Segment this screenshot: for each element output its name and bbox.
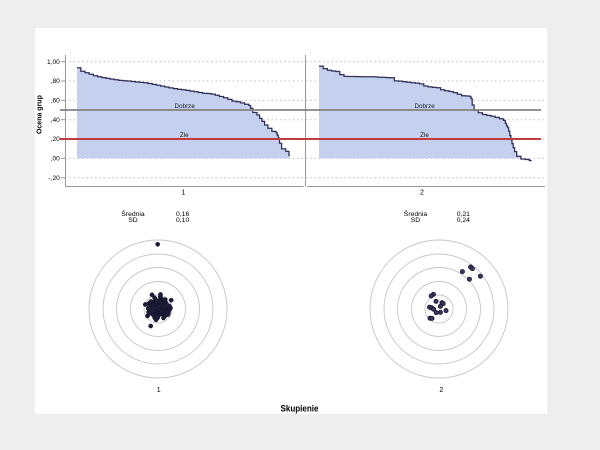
- svg-text:2: 2: [420, 190, 424, 197]
- svg-text:Ocena grup: Ocena grup: [36, 95, 43, 134]
- svg-text:SD: SD: [411, 217, 421, 224]
- svg-text:Skupienie: Skupienie: [281, 403, 319, 413]
- svg-text:0,24: 0,24: [457, 217, 470, 224]
- svg-text:,20: ,20: [51, 136, 60, 143]
- svg-text:1: 1: [181, 190, 185, 197]
- svg-text:Dobrze: Dobrze: [175, 103, 196, 110]
- svg-text:,00: ,00: [51, 156, 60, 163]
- svg-text:0,16: 0,16: [176, 211, 189, 218]
- svg-text:Średnia: Średnia: [404, 209, 428, 218]
- svg-text:-,20: -,20: [48, 175, 60, 182]
- svg-text:SD: SD: [128, 217, 138, 224]
- svg-text:0,10: 0,10: [176, 217, 189, 224]
- svg-text:,40: ,40: [51, 117, 60, 124]
- svg-text:,80: ,80: [51, 78, 60, 85]
- svg-text:Żle: Żle: [420, 130, 429, 139]
- svg-text:2: 2: [439, 387, 443, 394]
- svg-text:Żle: Żle: [180, 130, 189, 139]
- svg-text:Średnia: Średnia: [121, 209, 145, 218]
- svg-text:0,21: 0,21: [457, 211, 470, 218]
- svg-text:Dobrze: Dobrze: [414, 103, 435, 110]
- svg-text:,60: ,60: [51, 98, 60, 105]
- svg-text:1: 1: [157, 387, 161, 394]
- svg-text:1,00: 1,00: [47, 59, 60, 66]
